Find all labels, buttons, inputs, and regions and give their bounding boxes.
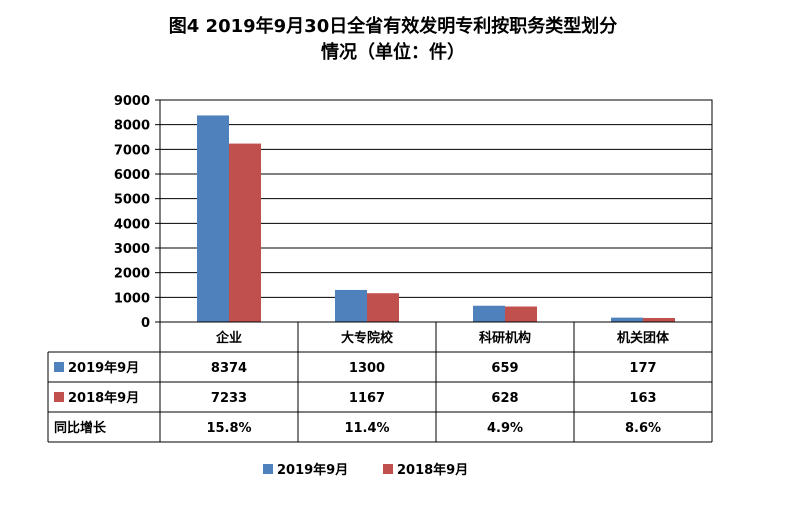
chart-title: 图4 2019年9月30日全省有效发明专利按职务类型划分 情况（单位：件）	[0, 14, 786, 66]
y-tick-label: 6000	[114, 168, 150, 183]
data-table: 企业 大专院校 科研机构 机关团体 2019年9月 8374 1300 659 177 2018年…	[47, 321, 713, 443]
table-legend-key	[54, 362, 64, 372]
table-series-label: 2018年9月	[68, 390, 139, 406]
legend: 2019年9月 2018年9月	[263, 462, 468, 478]
table-value: 1167	[349, 391, 385, 406]
category-label: 企业	[215, 330, 242, 346]
y-tick-label: 5000	[114, 193, 150, 208]
category-label: 大专院校	[341, 330, 394, 346]
table-value: 8374	[211, 361, 247, 376]
table-growth-value: 4.9%	[487, 421, 523, 436]
y-tick-label: 9000	[114, 94, 150, 109]
chart-title-line-2: 情况（单位：件）	[321, 42, 465, 63]
bar-1	[197, 115, 229, 322]
chart-title-line-1: 图4 2019年9月30日全省有效发明专利按职务类型划分	[168, 16, 618, 37]
y-tick-label: 4000	[114, 217, 150, 232]
table-growth-label: 同比增长	[54, 420, 107, 436]
table-value: 659	[491, 361, 518, 376]
category-label: 机关团体	[617, 330, 670, 346]
table-value: 628	[491, 391, 518, 406]
legend-label: 2019年9月	[277, 462, 348, 478]
bar-1	[611, 317, 643, 322]
bar-2	[643, 317, 675, 322]
table-growth-value: 8.6%	[625, 421, 661, 436]
bar-2	[367, 293, 399, 322]
table-growth-value: 11.4%	[344, 421, 389, 436]
legend-key	[263, 464, 273, 474]
y-tick-label: 3000	[114, 242, 150, 257]
y-tick-label: 0	[141, 316, 150, 331]
category-label: 科研机构	[479, 330, 531, 346]
table-value: 177	[629, 361, 656, 376]
table-value: 163	[629, 391, 656, 406]
legend-label: 2018年9月	[397, 462, 468, 478]
bar-2	[505, 306, 537, 322]
y-tick-label: 2000	[114, 267, 150, 282]
y-tick-label: 7000	[114, 143, 150, 158]
table-growth-value: 15.8%	[206, 421, 251, 436]
table-value: 7233	[211, 391, 247, 406]
bar-2	[229, 143, 261, 322]
bar-1	[473, 305, 505, 322]
table-legend-key	[54, 392, 64, 402]
table-series-label: 2019年9月	[68, 360, 139, 376]
y-tick-label: 8000	[114, 119, 150, 134]
y-tick-label: 1000	[114, 291, 150, 306]
bar-1	[335, 289, 367, 322]
table-value: 1300	[349, 361, 385, 376]
legend-key	[383, 464, 393, 474]
plot-area: 0 1000 2000 3000 4000 5000 6000 7000 8000 9000	[114, 94, 713, 331]
